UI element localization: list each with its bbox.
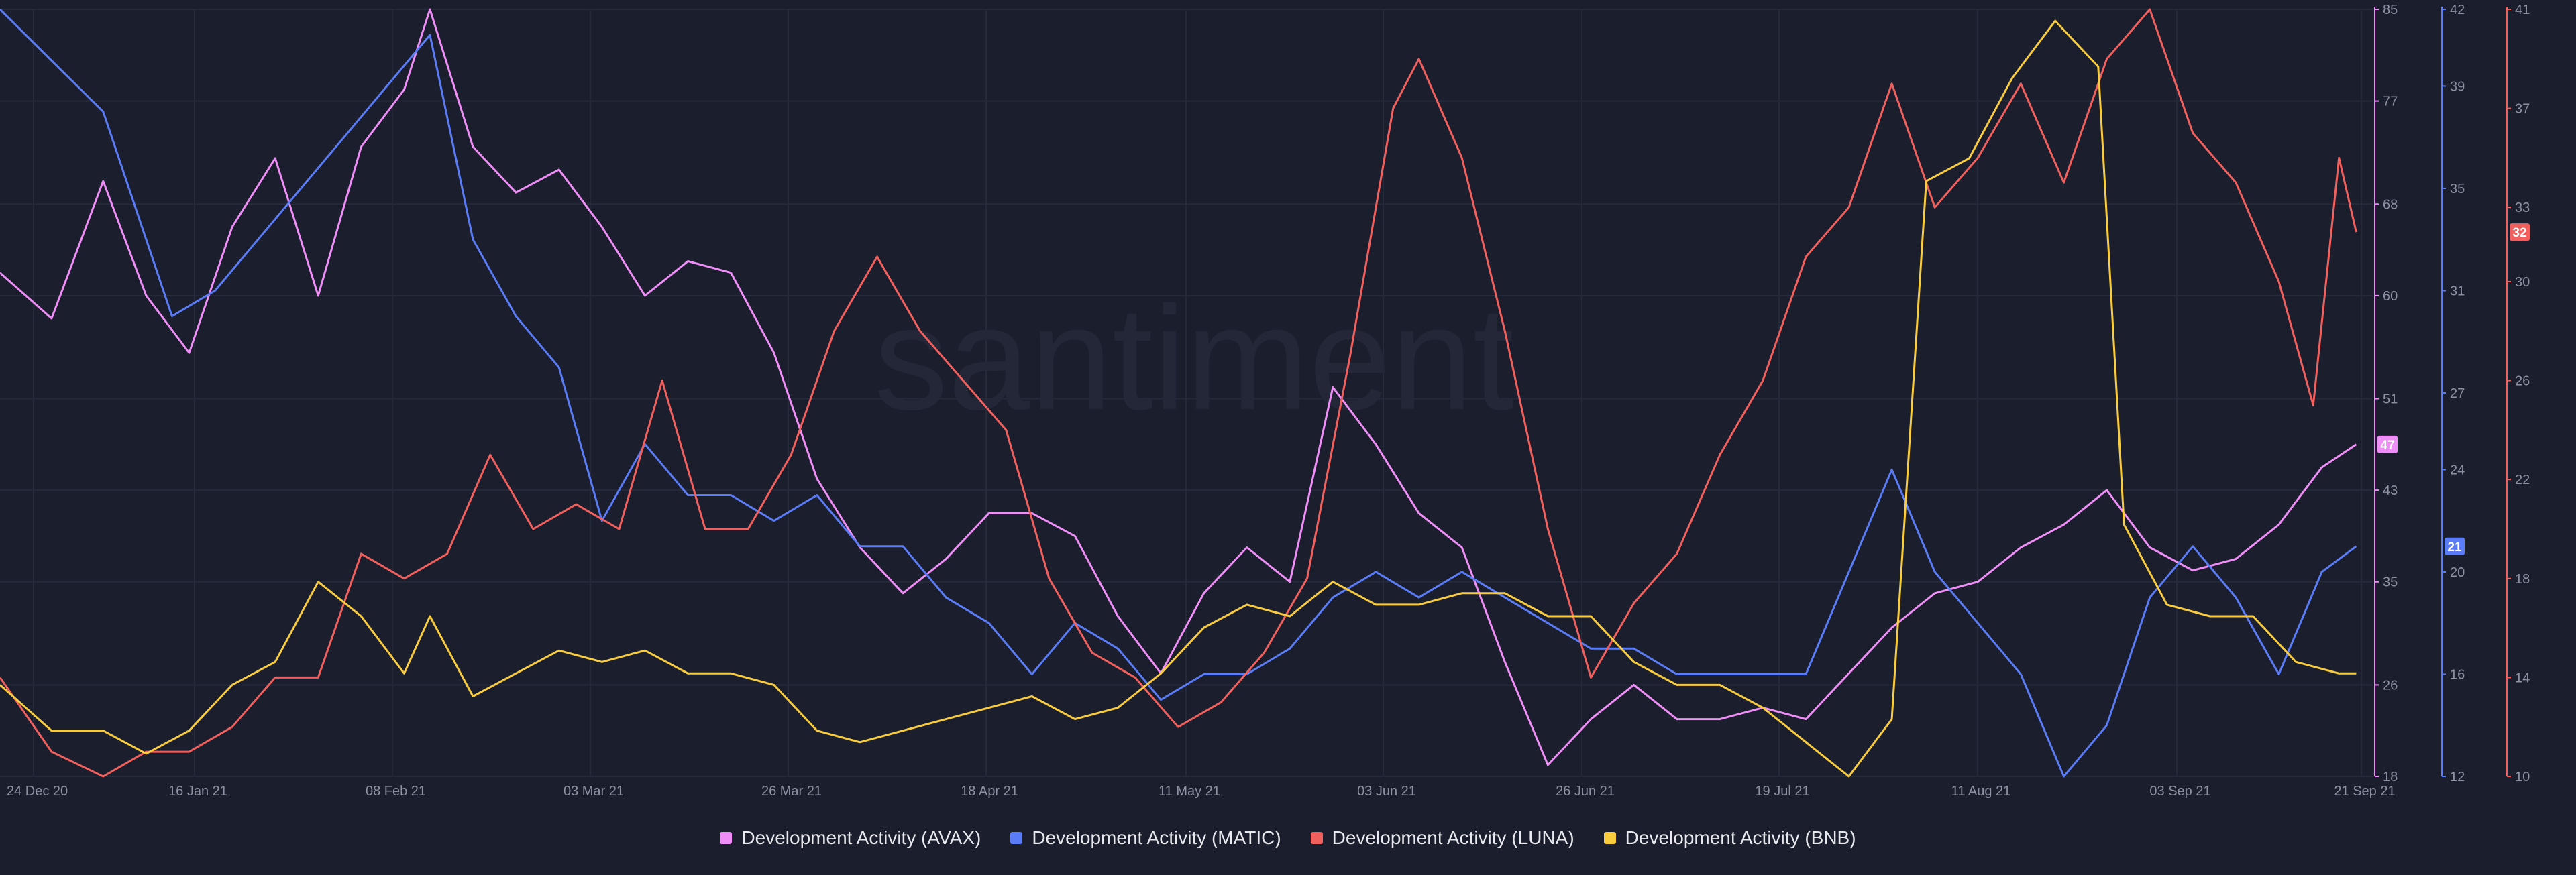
- y-tick-label: 12: [2450, 770, 2465, 784]
- value-badge-label: 21: [2447, 540, 2462, 555]
- y-tick-label: 33: [2515, 200, 2530, 215]
- x-tick-label: 03 Mar 21: [564, 784, 624, 799]
- x-tick-label: 26 Mar 21: [761, 784, 822, 799]
- y-tick-label: 30: [2515, 275, 2530, 290]
- legend: Development Activity (AVAX) Development A…: [0, 823, 2576, 853]
- y-tick-label: 42: [2450, 3, 2465, 17]
- x-tick-label: 11 May 21: [1159, 784, 1220, 799]
- legend-item[interactable]: Development Activity (BNB): [1603, 827, 1856, 849]
- y-tick-label: 43: [2383, 483, 2398, 498]
- value-badge: [2377, 435, 2398, 453]
- y-tick-label: 60: [2383, 289, 2398, 304]
- x-tick-label: 26 Jun 21: [1556, 784, 1615, 799]
- y-tick-label: 51: [2383, 392, 2398, 407]
- y-tick-label: 18: [2515, 572, 2530, 587]
- legend-item[interactable]: Development Activity (AVAX): [720, 827, 981, 849]
- legend-label: Development Activity (LUNA): [1332, 827, 1574, 848]
- legend-swatch: [720, 832, 733, 844]
- y-tick-label: 27: [2450, 386, 2465, 401]
- value-badge: [2510, 223, 2530, 241]
- y-tick-label: 26: [2515, 374, 2530, 389]
- x-tick-label: 03 Jun 21: [1357, 784, 1416, 799]
- y-tick-label: 41: [2515, 3, 2530, 17]
- y-tick-label: 85: [2383, 3, 2398, 17]
- legend-swatch: [1310, 832, 1323, 844]
- y-tick-label: 77: [2383, 95, 2398, 109]
- series-line: [0, 8, 2357, 766]
- y-tick-label: 18: [2383, 770, 2398, 784]
- x-tick-label: 03 Sep 21: [2149, 784, 2210, 799]
- y-tick-label: 37: [2515, 102, 2530, 117]
- y-tick-label: 20: [2450, 565, 2465, 580]
- x-tick-label: 21 Sep 21: [2334, 784, 2395, 799]
- y-tick-label: 68: [2383, 197, 2398, 212]
- x-tick-label: 18 Apr 21: [961, 784, 1018, 799]
- y-tick-label: 16: [2450, 667, 2465, 682]
- y-tick-label: 22: [2515, 473, 2530, 487]
- legend-item[interactable]: Development Activity (MATIC): [1010, 827, 1281, 849]
- legend-item[interactable]: Development Activity (LUNA): [1310, 827, 1574, 849]
- value-badge: [2445, 537, 2465, 555]
- y-tick-label: 26: [2383, 678, 2398, 693]
- y-tick-label: 39: [2450, 79, 2465, 94]
- series-layer: [0, 8, 2357, 778]
- y-tick-label: 14: [2515, 670, 2530, 685]
- legend-swatch: [1010, 832, 1023, 844]
- legend-label: Development Activity (MATIC): [1032, 827, 1281, 848]
- axis-layer: 24 Dec 20 16 Jan 21 08 Feb 21 03 Mar 21 26 M…: [7, 3, 2530, 799]
- series-line: [0, 8, 2357, 778]
- x-tick-label: 19 Jul 21: [1755, 784, 1809, 799]
- value-badge-label: 47: [2380, 439, 2394, 453]
- y-tick-label: 24: [2450, 463, 2465, 477]
- x-tick-label: 24 Dec 20: [7, 784, 68, 799]
- series-line: [0, 19, 2357, 778]
- watermark: santiment: [874, 276, 1514, 441]
- y-tick-label: 10: [2515, 770, 2530, 784]
- x-tick-label: 08 Feb 21: [366, 784, 426, 799]
- legend-label: Development Activity (BNB): [1625, 827, 1856, 848]
- y-tick-label: 31: [2450, 284, 2465, 298]
- value-badge-label: 32: [2512, 226, 2526, 240]
- series-line: [0, 8, 2357, 778]
- x-tick-label: 11 Aug 21: [1951, 784, 2011, 799]
- legend-swatch: [1603, 832, 1616, 844]
- legend-label: Development Activity (AVAX): [741, 827, 981, 848]
- y-tick-label: 35: [2450, 182, 2465, 196]
- y-tick-label: 35: [2383, 575, 2398, 590]
- x-tick-label: 16 Jan 21: [168, 784, 227, 799]
